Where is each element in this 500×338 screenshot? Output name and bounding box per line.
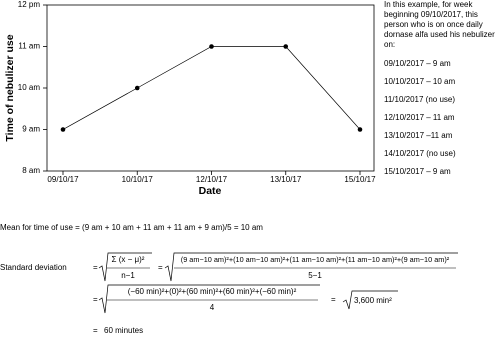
x-axis-label: Date	[199, 185, 222, 197]
point	[283, 44, 289, 49]
step2-numerator: (−60 min)²+(0)²+(60 min)²+(60 min)²+(−60…	[128, 287, 297, 296]
sqrt-sign	[342, 290, 398, 310]
note-day: 11/10/2017 (no use)	[384, 95, 456, 104]
step1-numerator: (9 am−10 am)²+(10 am−10 am)²+(11 am−10 a…	[181, 255, 450, 264]
formula-numerator: Σ (x − μ)²	[112, 255, 145, 264]
y-tick-label: 11 am	[18, 42, 40, 51]
equals: =	[93, 326, 98, 335]
mean-text: Mean for time of use = (9 am + 10 am + 1…	[0, 223, 263, 232]
equals: =	[158, 263, 163, 272]
note-day: 10/10/2017 – 10 am	[384, 77, 456, 86]
sqrt-sign	[164, 252, 458, 282]
x-tick-label: 13/10/17	[270, 175, 302, 184]
y-tick-label: 12 pm	[18, 0, 41, 9]
x-tick-label: 10/10/17	[122, 175, 154, 184]
x-tick-label: 09/10/17	[47, 175, 79, 184]
note: In this example, for week beginning 09/1…	[384, 0, 500, 181]
note-intro: In this example, for week beginning 09/1…	[384, 0, 495, 49]
point	[60, 127, 66, 132]
note-day: 12/10/2017 – 11 am	[384, 113, 455, 122]
point	[209, 44, 214, 49]
note-day: 15/10/2017 – 9 am	[384, 167, 451, 176]
result: 60 minutes	[104, 326, 143, 335]
line	[62, 46, 361, 130]
note-day: 14/10/2017 (no use)	[384, 149, 456, 158]
y-tick-label: 10 am	[18, 83, 41, 92]
note-day: 13/10/2017 –11 am	[384, 131, 453, 140]
plot-frame	[46, 4, 375, 172]
y-tick-label: 8 am	[22, 166, 40, 175]
note-day: 09/10/2017 – 9 am	[384, 59, 451, 68]
step3: 3,600 min²	[354, 296, 392, 305]
equals: =	[93, 263, 98, 272]
sqrt-sign	[98, 252, 152, 282]
equals: =	[331, 295, 336, 304]
formula-denominator: n−1	[121, 271, 135, 280]
sd-label: Standard deviation	[0, 263, 67, 272]
step1-denominator: 5−1	[308, 271, 322, 280]
point	[134, 85, 140, 91]
x-tick-label: 15/10/17	[344, 175, 376, 184]
point	[357, 127, 363, 132]
step2-denominator: 4	[210, 303, 215, 312]
x-tick-label: 12/10/17	[196, 175, 228, 184]
day-list: 09/10/2017 – 9 am 10/10/2017 – 10 am 11/10…	[384, 55, 500, 181]
y-tick-label: 9 am	[22, 125, 40, 134]
sqrt-sign	[98, 284, 320, 314]
y-axis-label: Time of nebulizer use	[4, 34, 16, 141]
equals: =	[93, 295, 98, 304]
